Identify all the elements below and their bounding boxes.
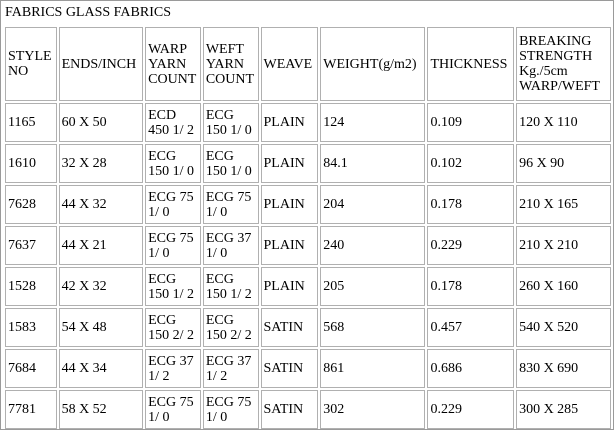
cell-style: 1528 [5, 267, 57, 306]
cell-style: 7684 [5, 349, 57, 388]
header-weight: WEIGHT(g/m2) [320, 27, 426, 101]
cell-strength: 210 X 165 [516, 185, 611, 224]
table-row: 7637 44 X 21 ECG 75 1/ 0 ECG 37 1/ 0 PLAIN… [5, 226, 611, 265]
cell-weft: ECG 150 1/ 0 [202, 103, 259, 142]
cell-style: 1583 [5, 308, 57, 347]
cell-ends: 58 X 52 [58, 390, 144, 429]
cell-style: 1610 [5, 144, 57, 183]
cell-weight: 124 [320, 103, 426, 142]
cell-weight: 302 [320, 390, 426, 429]
cell-thickness: 0.178 [427, 267, 515, 306]
cell-weave: SATIN [260, 308, 319, 347]
cell-weight: 240 [320, 226, 426, 265]
cell-ends: 54 X 48 [58, 308, 144, 347]
cell-weave: PLAIN [260, 226, 319, 265]
cell-warp: ECG 150 2/ 2 [145, 308, 201, 347]
cell-style: 7637 [5, 226, 57, 265]
cell-strength: 830 X 690 [516, 349, 611, 388]
header-thickness: THICKNESS [427, 27, 515, 101]
cell-thickness: 0.686 [427, 349, 515, 388]
cell-ends: 60 X 50 [58, 103, 144, 142]
cell-weight: 568 [320, 308, 426, 347]
cell-warp: ECD 450 1/ 2 [145, 103, 201, 142]
cell-weight: 205 [320, 267, 426, 306]
cell-ends: 44 X 21 [58, 226, 144, 265]
cell-weight: 204 [320, 185, 426, 224]
cell-weight: 861 [320, 349, 426, 388]
cell-weft: ECG 37 1/ 2 [202, 349, 259, 388]
cell-weave: SATIN [260, 390, 319, 429]
cell-thickness: 0.178 [427, 185, 515, 224]
table-row: 1165 60 X 50 ECD 450 1/ 2 ECG 150 1/ 0 PLA… [5, 103, 611, 142]
cell-strength: 96 X 90 [516, 144, 611, 183]
cell-warp: ECG 75 1/ 0 [145, 185, 201, 224]
cell-thickness: 0.229 [427, 226, 515, 265]
cell-weave: SATIN [260, 349, 319, 388]
cell-weave: PLAIN [260, 185, 319, 224]
cell-weave: PLAIN [260, 144, 319, 183]
header-breaking-strength: BREAKING STRENGTH Kg./5cm WARP/WEFT [516, 27, 611, 101]
cell-weave: PLAIN [260, 267, 319, 306]
cell-thickness: 0.229 [427, 390, 515, 429]
table-row: 7781 58 X 52 ECG 75 1/ 0 ECG 75 1/ 0 SATIN… [5, 390, 611, 429]
cell-strength: 210 X 210 [516, 226, 611, 265]
cell-warp: ECG 150 1/ 2 [145, 267, 201, 306]
cell-style: 7628 [5, 185, 57, 224]
cell-style: 7781 [5, 390, 57, 429]
cell-ends: 44 X 34 [58, 349, 144, 388]
cell-weft: ECG 150 1/ 0 [202, 144, 259, 183]
cell-style: 1165 [5, 103, 57, 142]
header-style: STYLE NO [5, 27, 57, 101]
cell-thickness: 0.109 [427, 103, 515, 142]
fabrics-table: STYLE NO ENDS/INCH WARP YARN COUNT WEFT YARN… [3, 25, 613, 431]
cell-warp: ECG 75 1/ 0 [145, 390, 201, 429]
page-title: FABRICS GLASS FABRICS [5, 5, 171, 20]
cell-warp: ECG 150 1/ 0 [145, 144, 201, 183]
cell-thickness: 0.102 [427, 144, 515, 183]
cell-strength: 300 X 285 [516, 390, 611, 429]
cell-weft: ECG 75 1/ 0 [202, 185, 259, 224]
cell-warp: ECG 75 1/ 0 [145, 226, 201, 265]
cell-ends: 32 X 28 [58, 144, 144, 183]
cell-weight: 84.1 [320, 144, 426, 183]
header-warp-yarn-count: WARP YARN COUNT [145, 27, 201, 101]
table-row: 1583 54 X 48 ECG 150 2/ 2 ECG 150 2/ 2 SAT… [5, 308, 611, 347]
header-ends-inch: ENDS/INCH [58, 27, 144, 101]
cell-weft: ECG 75 1/ 0 [202, 390, 259, 429]
cell-weft: ECG 150 1/ 2 [202, 267, 259, 306]
cell-strength: 540 X 520 [516, 308, 611, 347]
cell-warp: ECG 37 1/ 2 [145, 349, 201, 388]
table-header-row: STYLE NO ENDS/INCH WARP YARN COUNT WEFT YARN… [5, 27, 611, 101]
header-weave: WEAVE [260, 27, 319, 101]
cell-weft: ECG 150 2/ 2 [202, 308, 259, 347]
cell-strength: 260 X 160 [516, 267, 611, 306]
table-row: 7628 44 X 32 ECG 75 1/ 0 ECG 75 1/ 0 PLAIN… [5, 185, 611, 224]
cell-ends: 44 X 32 [58, 185, 144, 224]
cell-thickness: 0.457 [427, 308, 515, 347]
cell-weave: PLAIN [260, 103, 319, 142]
cell-ends: 42 X 32 [58, 267, 144, 306]
cell-weft: ECG 37 1/ 0 [202, 226, 259, 265]
cell-strength: 120 X 110 [516, 103, 611, 142]
header-weft-yarn-count: WEFT YARN COUNT [202, 27, 259, 101]
table-row: 7684 44 X 34 ECG 37 1/ 2 ECG 37 1/ 2 SATIN… [5, 349, 611, 388]
table-row: 1528 42 X 32 ECG 150 1/ 2 ECG 150 1/ 2 PLA… [5, 267, 611, 306]
table-row: 1610 32 X 28 ECG 150 1/ 0 ECG 150 1/ 0 PLA… [5, 144, 611, 183]
